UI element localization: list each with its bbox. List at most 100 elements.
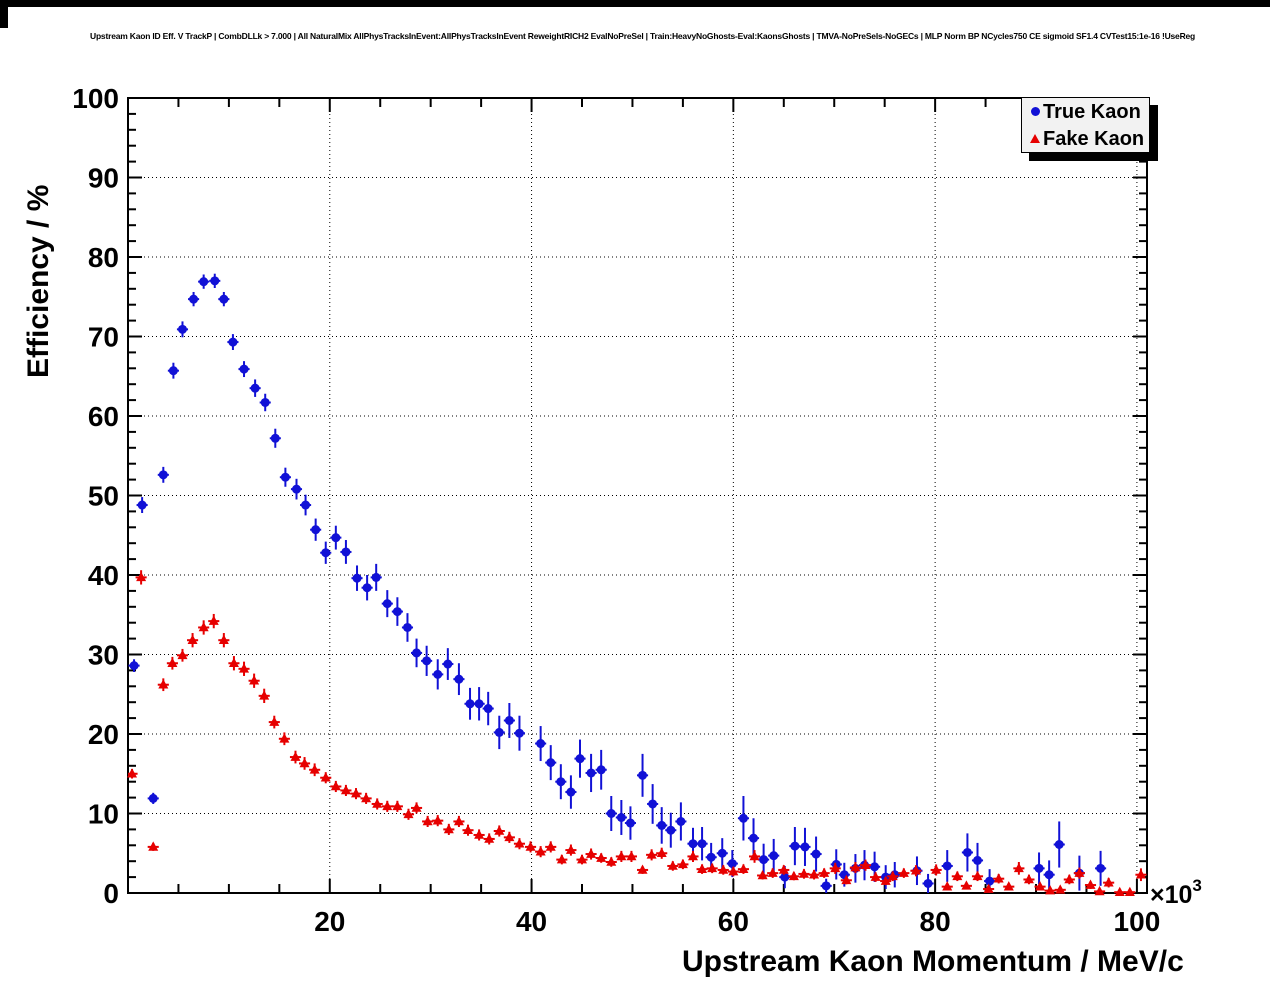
true-kaon-point bbox=[923, 878, 933, 888]
true-kaon-point bbox=[1096, 863, 1106, 873]
fake-kaon-point bbox=[228, 657, 239, 668]
fake-kaon-point bbox=[718, 864, 729, 874]
true-kaon-point bbox=[780, 872, 790, 882]
x-tick-label: 100 bbox=[1114, 906, 1161, 937]
fake-kaon-point bbox=[586, 848, 597, 858]
true-kaon-point bbox=[291, 484, 301, 494]
fake-kaon-point bbox=[887, 870, 898, 881]
true-kaon-point bbox=[454, 674, 464, 684]
fake-kaon-point bbox=[830, 862, 841, 873]
true-kaon-point bbox=[382, 599, 392, 609]
fake-kaon-point bbox=[514, 838, 525, 848]
true-kaon-point bbox=[688, 839, 698, 849]
legend-label-fake-kaon: Fake Kaon bbox=[1043, 127, 1145, 150]
fake-kaon-point bbox=[290, 751, 301, 761]
true-kaon-point bbox=[1044, 870, 1054, 880]
legend-entry-fake-kaon[interactable]: Fake Kaon bbox=[1022, 125, 1149, 152]
true-kaon-point bbox=[566, 787, 576, 797]
fake-kaon-point bbox=[403, 808, 414, 819]
fake-kaon-point bbox=[646, 849, 657, 859]
fake-kaon-point bbox=[309, 764, 320, 774]
fake-kaon-point bbox=[577, 854, 588, 864]
fake-kaon-point bbox=[474, 829, 485, 839]
fake-kaon-point bbox=[1103, 877, 1114, 887]
fake-kaon-point bbox=[535, 846, 546, 856]
legend-label-true-kaon: True Kaon bbox=[1043, 100, 1141, 123]
fake-kaon-point bbox=[942, 881, 953, 891]
fake-kaon-point bbox=[809, 869, 820, 879]
true-kaon-point bbox=[638, 770, 648, 780]
true-kaon-point bbox=[759, 855, 769, 865]
true-kaon-point bbox=[443, 659, 453, 669]
fake-kaon-point bbox=[616, 850, 627, 861]
true-kaon-point bbox=[1054, 840, 1064, 850]
series-fake-kaon bbox=[127, 570, 1147, 897]
legend: True Kaon Fake Kaon bbox=[1021, 97, 1150, 153]
true-kaon-point bbox=[800, 842, 810, 852]
fake-kaon-point bbox=[728, 866, 739, 876]
fake-kaon-point bbox=[656, 847, 667, 858]
x-axis-title: Upstream Kaon Momentum / MeV/c bbox=[682, 945, 1184, 978]
fake-kaon-point bbox=[819, 867, 830, 877]
true-kaon-point bbox=[260, 397, 270, 407]
fake-kaon-point bbox=[187, 634, 198, 644]
fake-kaon-point bbox=[1085, 879, 1096, 889]
true-kaon-point bbox=[474, 699, 484, 709]
window-top-border bbox=[0, 0, 1270, 7]
true-kaon-point bbox=[546, 758, 556, 768]
fake-kaon-point bbox=[697, 863, 708, 873]
fake-kaon-point bbox=[626, 850, 637, 861]
fake-kaon-point bbox=[453, 815, 464, 826]
fake-kaon-point bbox=[177, 649, 188, 660]
fake-kaon-point bbox=[707, 862, 718, 873]
true-kaon-point bbox=[586, 768, 596, 778]
fake-kaon-point bbox=[565, 844, 576, 854]
fake-kaon-point bbox=[198, 621, 209, 632]
true-kaon-point bbox=[392, 607, 402, 617]
true-kaon-point bbox=[280, 472, 290, 482]
fake-kaon-point bbox=[392, 800, 403, 811]
y-tick-label: 70 bbox=[88, 322, 119, 353]
fake-kaon-point bbox=[443, 823, 454, 834]
fake-kaon-point bbox=[504, 831, 515, 842]
y-axis-title: Efficiency / % bbox=[22, 184, 55, 378]
fake-kaon-point bbox=[841, 874, 852, 885]
x-tick-label: 40 bbox=[516, 906, 547, 937]
fake-kaon-point bbox=[1023, 873, 1034, 884]
true-kaon-point bbox=[973, 855, 983, 865]
y-tick-label: 20 bbox=[88, 719, 119, 750]
fake-kaon-point bbox=[494, 825, 505, 835]
fake-kaon-point bbox=[1064, 873, 1075, 884]
x-tick-label: 20 bbox=[314, 906, 345, 937]
fake-kaon-point bbox=[136, 571, 147, 582]
fake-kaon-point bbox=[972, 870, 983, 881]
true-kaon-point bbox=[341, 547, 351, 557]
true-kaon-point bbox=[769, 851, 779, 861]
plot-title: Upstream Kaon ID Eff. V TrackP | CombDLL… bbox=[90, 31, 1196, 41]
fake-kaon-point bbox=[687, 850, 698, 861]
fake-kaon-point bbox=[411, 802, 422, 812]
true-kaon-point bbox=[697, 839, 707, 849]
fake-kaon-point bbox=[208, 615, 219, 625]
fake-kaon-point bbox=[1045, 885, 1056, 895]
true-kaon-point bbox=[1034, 863, 1044, 873]
true-kaon-point bbox=[666, 825, 676, 835]
fake-kaon-point bbox=[788, 870, 799, 881]
fake-kaon-point bbox=[993, 873, 1004, 883]
true-kaon-point bbox=[575, 754, 585, 764]
fake-kaon-point bbox=[525, 841, 536, 851]
y-tick-label: 10 bbox=[88, 799, 119, 830]
true-kaon-point bbox=[556, 777, 566, 787]
fake-kaon-point bbox=[870, 871, 881, 881]
fake-kaon-point bbox=[880, 875, 891, 885]
axis-multiplier-label: ×103 bbox=[1150, 876, 1202, 909]
fake-kaon-point bbox=[1055, 884, 1066, 894]
y-tick-label: 60 bbox=[88, 401, 119, 432]
true-kaon-point bbox=[189, 294, 199, 304]
fake-kaon-point bbox=[249, 675, 260, 685]
legend-entry-true-kaon[interactable]: True Kaon bbox=[1022, 98, 1149, 125]
true-kaon-point bbox=[412, 648, 422, 658]
fake-kaon-point bbox=[898, 867, 909, 877]
